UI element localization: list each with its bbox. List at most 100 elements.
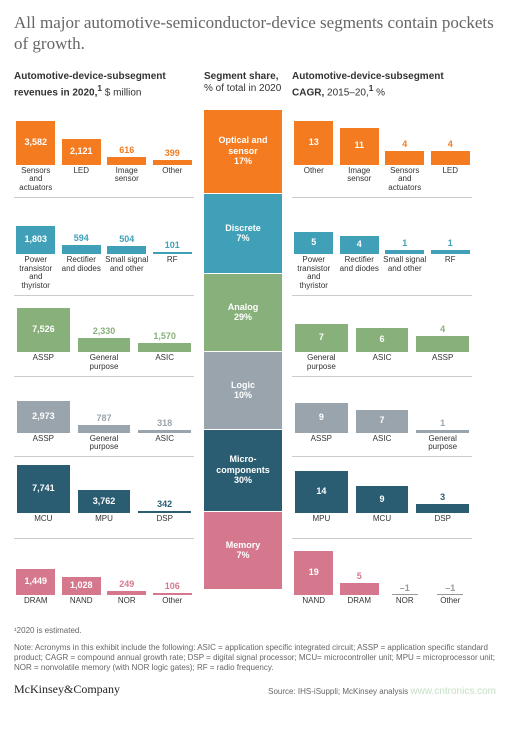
bar-label: MCU (353, 515, 412, 524)
bar-rect: 9 (295, 403, 348, 433)
bars: 7,7413,762342 (14, 461, 194, 513)
bar-rect: 2,973 (17, 401, 70, 433)
stack-seg-optical: Optical and sensor17% (204, 109, 282, 193)
bar-label: ASIC (353, 354, 412, 372)
header-mid-sub: % of total in 2020 (204, 83, 281, 94)
bar-item: 7 (292, 324, 351, 352)
bar-label: ASSP (413, 354, 472, 372)
bar-rect: 5 (294, 232, 333, 254)
bar-value: 4 (413, 325, 472, 335)
bar-item: 4 (413, 325, 472, 352)
bar-label: MPU (292, 515, 351, 524)
stack-seg-pct: 30% (234, 475, 252, 485)
stack-seg-name: Memory (226, 540, 261, 550)
bar-label: ASIC (135, 354, 194, 372)
bar-item: 3,582 (14, 121, 58, 165)
bar-rect (138, 511, 191, 513)
bar-label: DSP (413, 515, 472, 524)
col-cagr: Automotive-device-subsegment CAGR, 2015–… (292, 71, 472, 617)
bar-rect: 7 (295, 324, 348, 352)
bar-item: 106 (151, 582, 195, 595)
bar-labels: ASSPGeneral purposeASIC (14, 354, 194, 372)
bar-value: 1 (413, 419, 472, 429)
bar-labels: OtherImage sensorSensors and actuatorsLE… (292, 167, 472, 193)
bar-value: 1,570 (135, 332, 194, 342)
bar-item: 9 (292, 403, 351, 433)
left-row-discrete: 1,803594504101Power transistor and thyri… (14, 197, 194, 295)
bar-rect (138, 343, 191, 352)
stack-seg-name: Optical and sensor (206, 135, 280, 156)
bars: 764 (292, 300, 472, 352)
bar-label: Sensors and actuators (14, 167, 58, 193)
bar-rect (107, 157, 146, 165)
bar-value: 4 (429, 140, 473, 150)
header-right: Automotive-device-subsegment CAGR, 2015–… (292, 71, 472, 109)
bar-rect (153, 593, 192, 595)
watermark: www.cntronics.com (410, 686, 496, 697)
bar-item: 6 (353, 328, 412, 352)
bar-value: 11 (340, 141, 379, 151)
bar-label: Power transistor and thyristor (14, 256, 58, 291)
bar-label: LED (60, 167, 104, 193)
right-row-optical: 131144OtherImage sensorSensors and actua… (292, 109, 472, 197)
bars: 7,5262,3301,570 (14, 300, 194, 352)
bars: 5411 (292, 202, 472, 254)
bar-value: 5 (294, 238, 333, 248)
bar-labels: ASSPASICGeneral purpose (292, 435, 472, 453)
bar-item: 9 (353, 486, 412, 513)
bar-item: –1 (429, 584, 473, 595)
left-row-optical: 3,5822,121616399Sensors and actuatorsLED… (14, 109, 194, 197)
bar-labels: ASSPGeneral purposeASIC (14, 435, 194, 453)
bar-label: LED (429, 167, 473, 193)
acronym-note: Note: Acronyms in this exhibit include t… (14, 643, 496, 674)
bar-label: NAND (60, 597, 104, 606)
bar-value: 7 (356, 416, 409, 426)
bar-value: 3,582 (16, 138, 55, 148)
bar-item: 1,449 (14, 569, 58, 595)
left-row-memory: 1,4491,028249106DRAMNANDNOROther (14, 538, 194, 616)
right-row-logic: 971 ASSPASICGeneral purpose (292, 376, 472, 457)
bar-label: Small signal and other (105, 256, 149, 291)
bar-rect: 19 (294, 551, 333, 595)
bar-rect (385, 250, 424, 254)
bar-value: 399 (151, 149, 195, 159)
bar-labels: DRAMNANDNOROther (14, 597, 194, 606)
bar-rect (153, 252, 192, 254)
stack-seg-memory: Memory7% (204, 511, 282, 589)
bar-rect (153, 160, 192, 165)
right-row-discrete: 5411Power transistor and thyristorRectif… (292, 197, 472, 295)
bar-item: 342 (135, 500, 194, 513)
bar-rect (431, 151, 470, 165)
bar-rect (138, 430, 191, 433)
stack-seg-name: Analog (228, 302, 259, 312)
bar-label: Image sensor (338, 167, 382, 193)
bar-label: NOR (105, 597, 149, 606)
bar-item: 1 (429, 239, 473, 254)
bar-item: 787 (75, 414, 134, 433)
bar-rect: 3,762 (78, 490, 131, 513)
bar-item: 7 (353, 410, 412, 433)
stack-seg-micro: Micro-components30% (204, 429, 282, 511)
bar-rect: 7 (356, 410, 409, 433)
bar-rect: 7,526 (17, 308, 70, 352)
bar-value: 9 (295, 413, 348, 423)
bars: 1493 (292, 461, 472, 513)
left-row-micro: 7,7413,762342MCUMPUDSP (14, 456, 194, 538)
bar-value: 4 (340, 240, 379, 250)
header-left: Automotive-device-subsegment revenues in… (14, 71, 194, 109)
bar-labels: Power transistor and thyristorRectifier … (292, 256, 472, 291)
bar-label: General purpose (292, 354, 351, 372)
bar-rect (416, 430, 469, 433)
footnote: ¹2020 is estimated. (14, 626, 496, 636)
bar-value: 318 (135, 419, 194, 429)
left-row-logic: 2,973 787318 ASSPGeneral purposeASIC (14, 376, 194, 457)
bar-labels: MCUMPUDSP (14, 515, 194, 524)
bars: 195–1–1 (292, 543, 472, 595)
bar-label: ASSP (14, 354, 73, 372)
bar-label: DRAM (338, 597, 382, 606)
col-share: Segment share, % of total in 2020 Optica… (204, 71, 282, 617)
bar-label: Rectifier and diodes (338, 256, 382, 291)
stack-seg-discrete: Discrete7% (204, 193, 282, 273)
bar-rect (385, 151, 424, 165)
bar-item: 3,762 (75, 490, 134, 513)
